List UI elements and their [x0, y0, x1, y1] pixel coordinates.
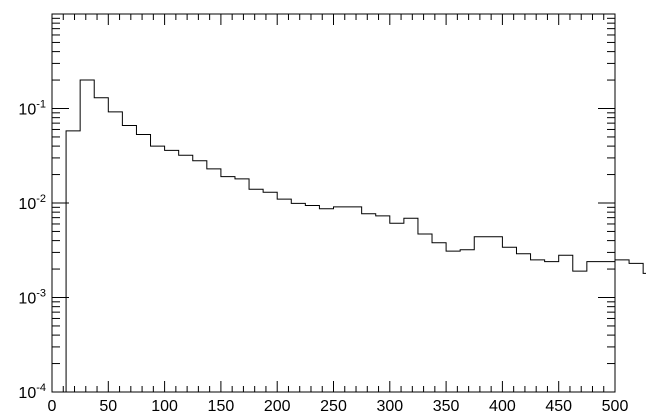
- y-tick-label: 10-2: [18, 193, 46, 213]
- x-tick-label: 350: [433, 398, 460, 415]
- x-tick-label: 250: [320, 398, 347, 415]
- x-tick-label: 200: [264, 398, 291, 415]
- histogram-line: [52, 79, 646, 393]
- y-tick-label: 10-4: [18, 382, 46, 402]
- x-tick-label: 500: [602, 398, 629, 415]
- x-tick-label: 50: [99, 398, 117, 415]
- x-tick-label: 100: [151, 398, 178, 415]
- x-tick-label: 450: [545, 398, 572, 415]
- y-tick-labels: 10-4 10-3 10-2 10-1: [18, 99, 46, 403]
- axis-ticks: [51, 14, 616, 393]
- x-tick-labels: 0 50 100 150 200 250 300 350 400 450 500: [48, 398, 629, 415]
- y-tick-label: 10-1: [18, 99, 46, 119]
- x-tick-label: 300: [376, 398, 403, 415]
- y-tick-label: 10-3: [18, 288, 46, 308]
- x-tick-label: 0: [48, 398, 57, 415]
- x-tick-label: 150: [208, 398, 235, 415]
- plot-frame: [51, 13, 616, 393]
- x-tick-label: 400: [489, 398, 516, 415]
